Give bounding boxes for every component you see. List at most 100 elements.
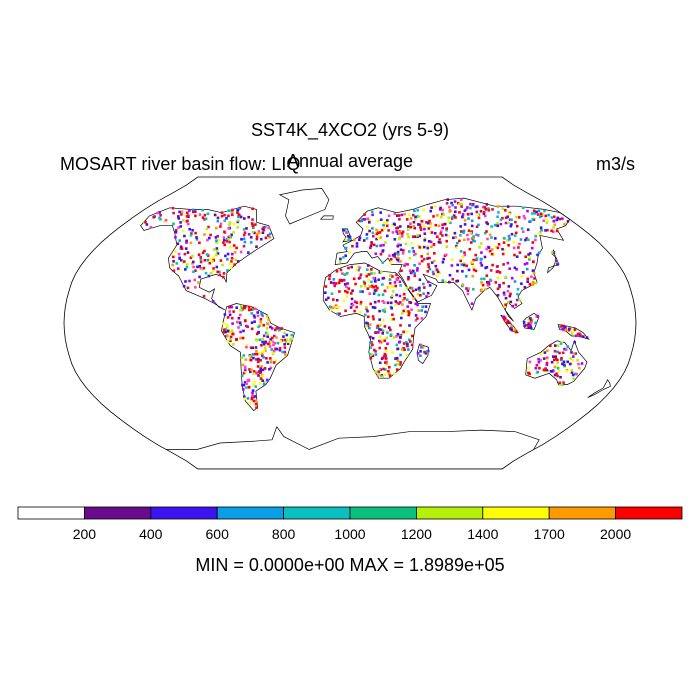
river-cell bbox=[468, 247, 472, 251]
river-cell bbox=[283, 346, 287, 349]
river-cell bbox=[203, 233, 206, 236]
river-cell bbox=[390, 295, 393, 299]
river-cell bbox=[201, 208, 204, 212]
river-cell bbox=[399, 335, 402, 339]
river-cell bbox=[212, 256, 215, 259]
river-cell bbox=[401, 312, 404, 315]
river-cell bbox=[402, 309, 405, 313]
river-cell bbox=[355, 242, 359, 245]
river-cell bbox=[370, 335, 373, 339]
river-cell bbox=[261, 340, 264, 344]
river-cell bbox=[441, 212, 444, 216]
river-cell bbox=[375, 244, 379, 248]
river-cell bbox=[527, 317, 531, 320]
river-cell bbox=[445, 245, 449, 248]
river-cell bbox=[460, 263, 464, 266]
river-cell bbox=[556, 216, 560, 220]
river-cell bbox=[268, 345, 272, 348]
units-label: m3/s bbox=[596, 154, 636, 174]
river-cell bbox=[202, 266, 206, 270]
river-cell bbox=[489, 278, 492, 282]
river-cell bbox=[394, 357, 397, 360]
river-cell bbox=[231, 316, 234, 320]
river-cell bbox=[420, 309, 423, 312]
river-cell bbox=[251, 218, 254, 221]
river-cell bbox=[255, 332, 259, 336]
river-cell bbox=[343, 283, 347, 286]
river-cell bbox=[571, 331, 575, 334]
river-cell bbox=[460, 198, 463, 201]
river-cell bbox=[216, 270, 219, 274]
colorbar-tick-label: 800 bbox=[272, 526, 296, 542]
river-cell bbox=[252, 396, 255, 399]
river-cell bbox=[211, 299, 215, 303]
river-cell bbox=[391, 290, 395, 293]
river-cell bbox=[371, 315, 375, 318]
colorbar-tick-label: 1000 bbox=[334, 526, 365, 542]
river-cell bbox=[251, 383, 255, 387]
river-cell bbox=[381, 329, 385, 333]
river-cell bbox=[207, 225, 210, 229]
river-cell bbox=[228, 235, 232, 238]
river-cell bbox=[266, 335, 269, 338]
river-cell bbox=[416, 235, 419, 239]
river-cell bbox=[174, 229, 178, 232]
river-cell bbox=[450, 264, 454, 267]
river-cell bbox=[280, 327, 283, 330]
river-cell bbox=[463, 223, 467, 226]
river-cell bbox=[466, 289, 470, 292]
river-cell bbox=[552, 226, 555, 229]
river-cell bbox=[194, 231, 197, 235]
river-cell bbox=[572, 352, 576, 355]
river-cell bbox=[342, 278, 346, 282]
river-cell bbox=[245, 382, 248, 386]
river-cell bbox=[532, 260, 535, 264]
river-cell bbox=[239, 313, 242, 317]
river-cell bbox=[252, 356, 255, 360]
river-cell bbox=[531, 241, 535, 244]
river-cell bbox=[421, 346, 425, 349]
river-cell bbox=[497, 211, 500, 214]
river-cell bbox=[418, 223, 422, 227]
river-cell bbox=[380, 228, 384, 232]
river-cell bbox=[365, 233, 369, 236]
river-cell bbox=[436, 274, 439, 277]
river-cell bbox=[399, 363, 402, 366]
river-cell bbox=[253, 395, 257, 398]
river-cell bbox=[528, 258, 531, 261]
river-cell bbox=[264, 225, 267, 229]
river-cell bbox=[536, 370, 540, 374]
river-cell bbox=[264, 341, 267, 344]
river-cell bbox=[219, 222, 223, 226]
river-cell bbox=[240, 238, 243, 241]
river-cell bbox=[382, 319, 385, 322]
river-cell bbox=[463, 262, 466, 265]
river-cell bbox=[171, 206, 175, 210]
river-cell bbox=[399, 361, 402, 364]
river-cell bbox=[264, 236, 268, 240]
river-cell bbox=[229, 339, 232, 343]
river-cell bbox=[369, 341, 372, 344]
river-cell bbox=[191, 254, 194, 258]
coastline-greenland bbox=[278, 188, 330, 225]
river-cell bbox=[377, 373, 380, 377]
river-cell bbox=[534, 281, 538, 285]
river-cell bbox=[517, 216, 521, 219]
river-cell bbox=[249, 346, 253, 349]
river-cell bbox=[388, 274, 392, 277]
river-cell bbox=[384, 361, 387, 364]
river-cell bbox=[177, 215, 180, 218]
river-cell bbox=[463, 251, 466, 254]
river-cell bbox=[408, 256, 412, 260]
river-cell bbox=[492, 253, 495, 256]
river-cell bbox=[523, 262, 527, 266]
river-cell bbox=[270, 327, 274, 330]
river-cell bbox=[463, 238, 466, 242]
river-cell bbox=[414, 314, 418, 317]
river-cell bbox=[245, 386, 248, 389]
river-cell bbox=[438, 271, 442, 275]
river-cell bbox=[498, 285, 501, 289]
river-cell bbox=[184, 247, 188, 250]
river-cell bbox=[381, 293, 385, 296]
river-cell bbox=[559, 342, 563, 345]
